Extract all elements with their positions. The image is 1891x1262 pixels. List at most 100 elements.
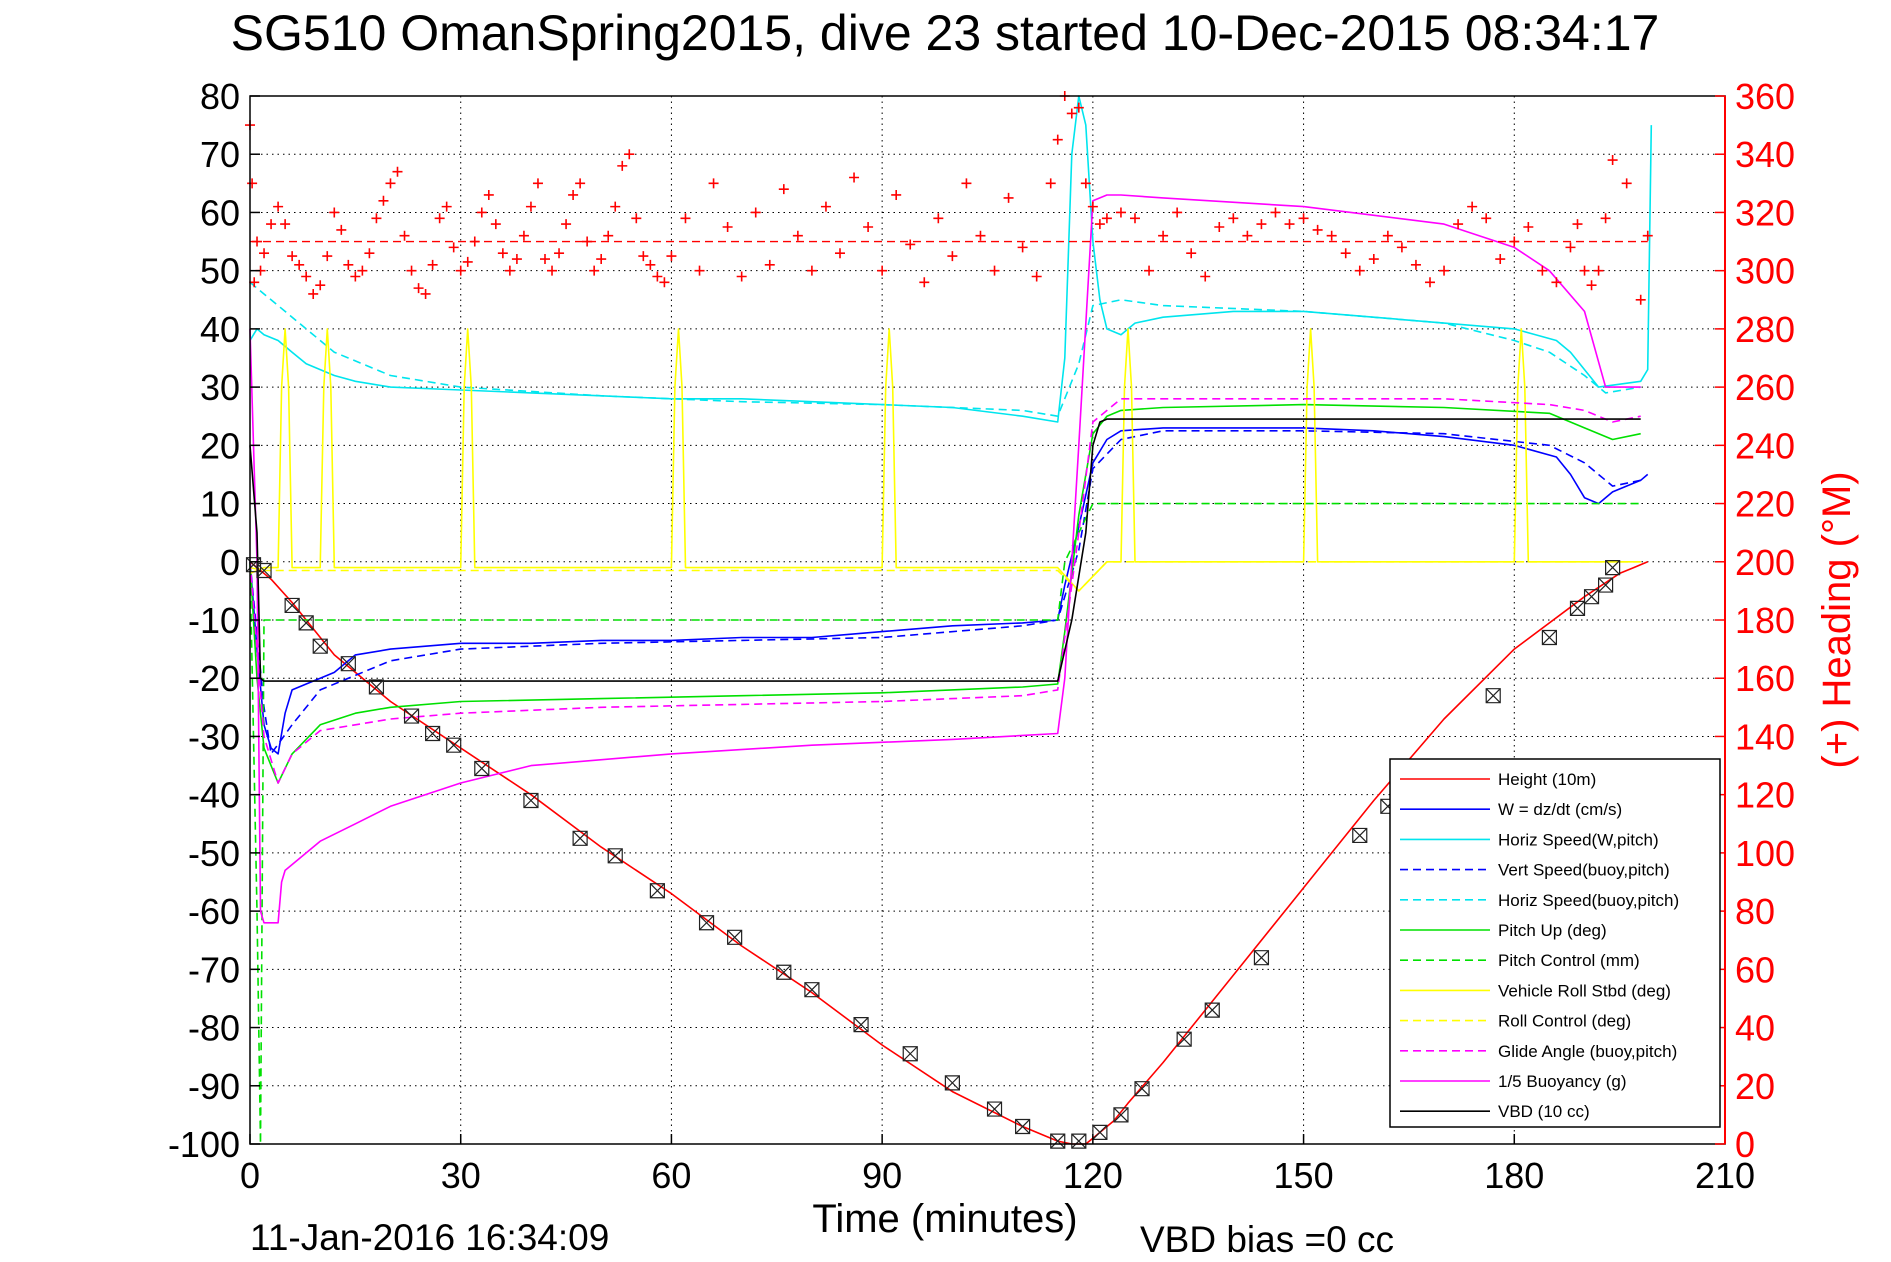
heading-point	[1172, 207, 1183, 218]
series-line	[249, 560, 1641, 592]
heading-point	[582, 236, 593, 247]
heading-point	[427, 259, 438, 270]
heading-point	[364, 248, 375, 259]
heading-point	[778, 184, 789, 195]
heading-point	[249, 277, 260, 288]
x-tick-label: 0	[240, 1155, 260, 1196]
heading-point	[610, 201, 621, 212]
heading-point	[1158, 230, 1169, 241]
heading-point	[1073, 102, 1084, 113]
heading-point	[1017, 242, 1028, 253]
heading-point	[1600, 213, 1611, 224]
height-marker	[572, 830, 588, 846]
y2-tick-label: 180	[1735, 600, 1795, 641]
heading-point	[259, 248, 270, 259]
series-line	[249, 194, 1641, 924]
height-marker	[1605, 560, 1621, 576]
heading-point	[1130, 213, 1140, 224]
x-tick-label: 150	[1274, 1155, 1334, 1196]
heading-point	[490, 219, 501, 230]
y-tick-label: 20	[200, 425, 240, 466]
heading-point	[357, 265, 368, 276]
legend-entry: VBD (10 cc)	[1498, 1102, 1590, 1121]
heading-point	[1565, 242, 1576, 253]
heading-point	[252, 236, 263, 247]
series-line	[249, 281, 1641, 418]
height-marker	[727, 929, 743, 945]
heading-point	[378, 195, 389, 206]
height-marker	[256, 562, 272, 579]
heading-point	[301, 271, 312, 282]
heading-point	[462, 256, 473, 267]
heading-point	[1284, 219, 1295, 230]
heading-point	[1642, 230, 1653, 241]
heading-point	[399, 230, 410, 241]
height-marker	[902, 1046, 918, 1062]
heading-point	[764, 259, 775, 270]
heading-point	[638, 251, 649, 262]
heading-point	[413, 283, 424, 294]
heading-point	[1523, 222, 1534, 232]
y-tick-label: 0	[220, 542, 240, 583]
heading-point	[806, 265, 817, 276]
heading-point	[280, 219, 291, 230]
heading-point	[1425, 277, 1435, 288]
height-marker	[1598, 577, 1614, 593]
height-marker	[1569, 600, 1586, 616]
y-tick-label: -80	[188, 1008, 240, 1049]
heading-point	[975, 230, 986, 241]
heading-point	[392, 166, 403, 177]
heading-point	[1256, 219, 1267, 230]
heading-point	[322, 251, 333, 262]
series-line	[249, 328, 1641, 592]
heading-point	[525, 201, 536, 212]
heading-point	[1586, 280, 1597, 291]
height-marker	[1583, 589, 1600, 605]
y2-tick-label: 60	[1735, 949, 1775, 990]
height-marker	[403, 708, 420, 724]
heading-point	[849, 172, 860, 183]
heading-point	[561, 219, 572, 230]
heading-point	[1593, 265, 1604, 276]
y-tick-label: 30	[200, 367, 240, 408]
heading-point	[568, 189, 579, 200]
legend-entry: 1/5 Buoyancy (g)	[1498, 1072, 1627, 1091]
x-axis-ticks: 0 30 60 90 120 150 180 210	[240, 1134, 1755, 1196]
y2-tick-label: 280	[1735, 309, 1795, 350]
height-marker	[1092, 1124, 1108, 1140]
y-axis-right-ticks: 3603403203002802602402202001801601401201…	[1715, 76, 1795, 1165]
heading-point	[736, 271, 747, 282]
heading-point	[1396, 242, 1407, 253]
height-marker	[698, 915, 715, 931]
heading-point	[497, 248, 508, 259]
heading-point	[820, 201, 831, 212]
y-tick-label: -20	[188, 658, 240, 699]
y2-tick-label: 100	[1735, 833, 1795, 874]
y-tick-label: 40	[200, 309, 240, 350]
heading-point	[1052, 134, 1063, 145]
heading-point	[624, 149, 635, 160]
heading-point	[1326, 230, 1337, 241]
height-marker	[986, 1101, 1003, 1117]
heading-point	[947, 251, 958, 262]
heading-point	[603, 230, 614, 241]
legend-entry: Glide Angle (buoy,pitch)	[1498, 1042, 1677, 1061]
heading-point	[469, 236, 480, 247]
y-tick-label: -50	[188, 833, 240, 874]
height-markers	[245, 557, 1621, 1149]
heading-point	[1509, 236, 1520, 247]
series-line	[249, 403, 1641, 784]
vbd-bias-label: VBD bias =0 cc	[1140, 1219, 1394, 1260]
heading-point	[266, 219, 277, 230]
height-marker	[312, 638, 328, 654]
heading-point	[652, 271, 663, 282]
heading-point	[1101, 213, 1112, 224]
legend-entry: Pitch Control (mm)	[1498, 951, 1640, 970]
y-tick-label: -40	[188, 775, 240, 816]
heading-point	[575, 178, 586, 189]
legend: Height (10m) W = dz/dt (cm/s) Horiz Speed(…	[1389, 758, 1721, 1128]
y2-tick-label: 20	[1735, 1066, 1775, 1107]
heading-point	[905, 239, 916, 250]
heading-point	[1115, 207, 1126, 218]
